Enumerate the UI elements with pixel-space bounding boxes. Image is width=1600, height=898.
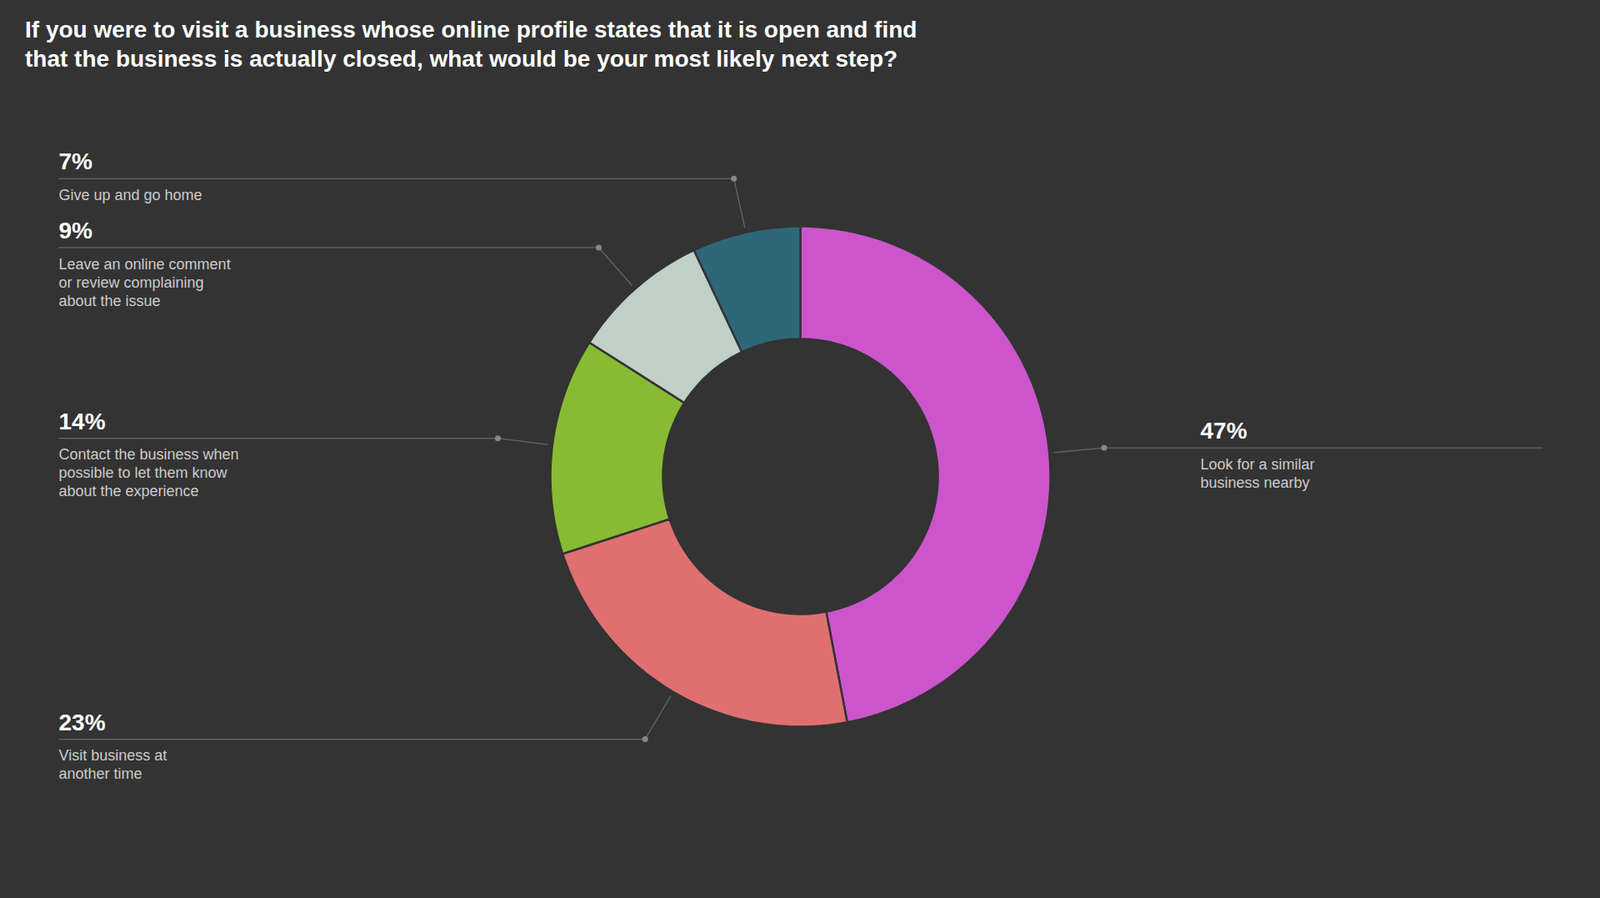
svg-text:another time: another time bbox=[59, 765, 143, 782]
svg-text:23%: 23% bbox=[59, 708, 106, 735]
svg-text:Give up and go home: Give up and go home bbox=[59, 186, 203, 204]
svg-text:Leave an online comment: Leave an online comment bbox=[59, 255, 231, 273]
svg-text:about the experience: about the experience bbox=[59, 482, 200, 500]
svg-text:Contact the business when: Contact the business when bbox=[59, 445, 240, 463]
svg-text:about the issue: about the issue bbox=[59, 292, 161, 310]
svg-text:possible to let them know: possible to let them know bbox=[59, 464, 229, 481]
svg-text:9%: 9% bbox=[59, 217, 94, 244]
svg-text:Visit business at: Visit business at bbox=[59, 746, 168, 764]
html-text:If you were to visit a busines: If you were to visit a business whose on… bbox=[25, 16, 917, 43]
html-text:that the business is actually: that the business is actually closed, wh… bbox=[25, 45, 898, 72]
svg-text:Look for a similar: Look for a similar bbox=[1200, 455, 1315, 473]
svg-text:7%: 7% bbox=[59, 148, 94, 175]
svg-text:14%: 14% bbox=[59, 408, 106, 435]
svg-text:business nearby: business nearby bbox=[1200, 474, 1310, 491]
svg-text:47%: 47% bbox=[1200, 417, 1248, 444]
svg-text:or review complaining: or review complaining bbox=[59, 274, 205, 291]
